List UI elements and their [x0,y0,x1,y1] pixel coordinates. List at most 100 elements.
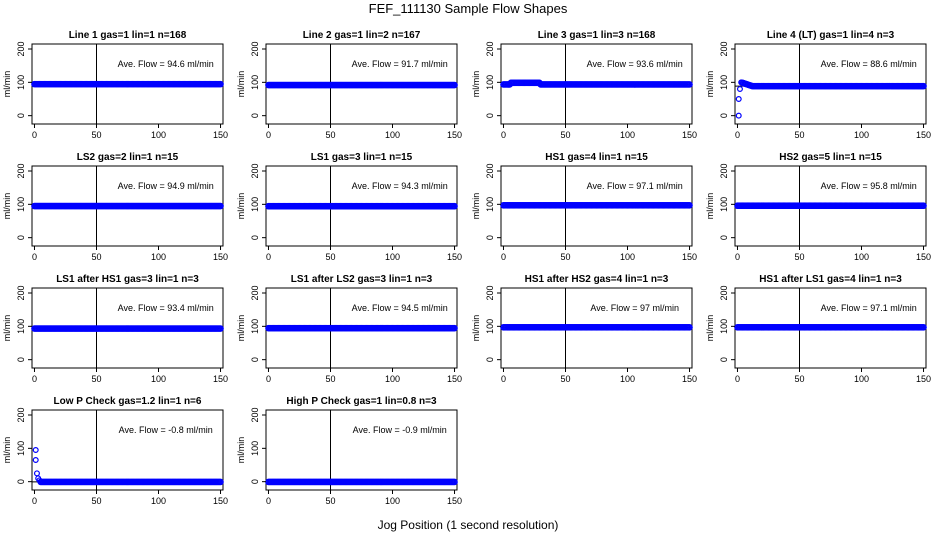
y-tick-label: 0 [719,113,729,118]
data-point [217,325,224,332]
x-tick-label: 50 [325,252,335,262]
average-annotation: Ave. Flow = 95.8 ml/min [821,181,917,191]
data-point [920,323,927,331]
panel: HS1 after HS2 gas=4 lin=1 n=3 Ave. Flow =… [471,274,697,384]
x-tick-label: 50 [325,130,335,140]
x-tick-label: 0 [735,252,740,262]
y-tick-label: 0 [250,357,260,362]
y-axis-label: ml/min [471,315,481,342]
data-point [686,201,693,209]
data-point [451,478,458,486]
panel-title: LS2 gas=2 lin=1 n=15 [77,152,179,163]
y-axis-label: ml/min [2,71,12,98]
y-axis-label: ml/min [471,193,481,220]
x-tick-label: 150 [213,496,228,506]
x-tick-label: 150 [213,252,228,262]
y-tick-label: 0 [16,113,26,118]
average-annotation: Ave. Flow = 88.6 ml/min [821,59,917,69]
x-tick-label: 150 [916,130,931,140]
y-axis-label: ml/min [2,193,12,220]
x-tick-label: 50 [91,130,101,140]
x-tick-label: 0 [266,130,271,140]
panel: HS2 gas=5 lin=1 n=15 Ave. Flow = 95.8 ml/… [705,152,931,262]
y-tick-label: 100 [719,75,729,90]
x-tick-label: 100 [151,130,166,140]
x-tick-label: 50 [560,374,570,384]
y-tick-label: 100 [719,319,729,334]
y-tick-label: 0 [485,235,495,240]
y-tick-label: 200 [719,285,729,300]
data-point [735,95,742,102]
y-tick-label: 200 [250,285,260,300]
panel: LS1 gas=3 lin=1 n=15 Ave. Flow = 94.3 ml/… [236,152,462,262]
data-point [686,324,693,331]
data-point [32,457,39,464]
y-axis-label: ml/min [236,437,246,464]
panel: Line 4 (LT) gas=1 lin=4 n=3 Ave. Flow = 8… [705,30,931,140]
data-points [265,81,458,89]
data-points [265,478,458,486]
panel: HS1 after LS1 gas=4 lin=1 n=3 Ave. Flow =… [705,274,931,384]
data-points [500,201,693,209]
plot-frame [31,409,224,491]
x-tick-label: 150 [447,130,462,140]
y-tick-label: 0 [250,479,260,484]
y-tick-label: 0 [250,113,260,118]
x-tick-label: 0 [501,130,506,140]
x-tick-label: 0 [735,130,740,140]
y-tick-label: 200 [16,285,26,300]
x-tick-label: 0 [501,252,506,262]
y-tick-label: 0 [719,357,729,362]
panel: Line 1 gas=1 lin=1 n=168 Ave. Flow = 94.6… [2,30,228,140]
y-tick-label: 200 [485,163,495,178]
x-tick-label: 0 [501,374,506,384]
x-tick-label: 150 [916,252,931,262]
x-tick-label: 0 [32,374,37,384]
data-point [33,470,40,477]
average-annotation: Ave. Flow = 93.4 ml/min [118,303,214,313]
x-tick-label: 100 [620,374,635,384]
panel-title: Line 2 gas=1 lin=2 n=167 [303,30,421,41]
y-axis-label: ml/min [2,315,12,342]
panel: Low P Check gas=1.2 lin=1 n=6 Ave. Flow =… [2,396,228,506]
data-points [31,80,224,88]
data-points [31,325,224,332]
y-tick-label: 100 [485,75,495,90]
y-tick-label: 200 [485,285,495,300]
x-tick-label: 100 [151,496,166,506]
y-axis-label: ml/min [236,71,246,98]
x-tick-label: 100 [385,374,400,384]
x-tick-label: 100 [151,252,166,262]
y-tick-label: 0 [719,235,729,240]
x-tick-label: 0 [735,374,740,384]
data-points [265,202,458,210]
x-tick-label: 50 [91,252,101,262]
panel-title: HS1 after LS1 gas=4 lin=1 n=3 [759,274,902,285]
panel-title: HS2 gas=5 lin=1 n=15 [779,152,882,163]
average-annotation: Ave. Flow = 94.9 ml/min [118,181,214,191]
y-tick-label: 100 [250,197,260,212]
panel-title: HS1 gas=4 lin=1 n=15 [545,152,648,163]
y-tick-label: 100 [250,441,260,456]
data-points [32,447,224,486]
panel-title: High P Check gas=1 lin=0.8 n=3 [286,396,437,407]
x-tick-label: 100 [385,252,400,262]
x-tick-label: 100 [385,130,400,140]
average-annotation: Ave. Flow = 97 ml/min [590,303,679,313]
panel-title: Low P Check gas=1.2 lin=1 n=6 [54,396,202,407]
y-axis-label: ml/min [705,315,715,342]
y-tick-label: 100 [16,75,26,90]
data-points [735,79,927,119]
y-axis-label: ml/min [705,193,715,220]
data-points [265,324,458,332]
panel-title: LS1 after HS1 gas=3 lin=1 n=3 [56,274,199,285]
x-tick-label: 50 [794,130,804,140]
y-tick-label: 100 [16,197,26,212]
x-tick-label: 0 [266,496,271,506]
x-tick-label: 50 [91,374,101,384]
data-point [738,79,745,86]
x-tick-label: 100 [620,252,635,262]
data-point [686,81,693,88]
y-tick-label: 200 [16,407,26,422]
